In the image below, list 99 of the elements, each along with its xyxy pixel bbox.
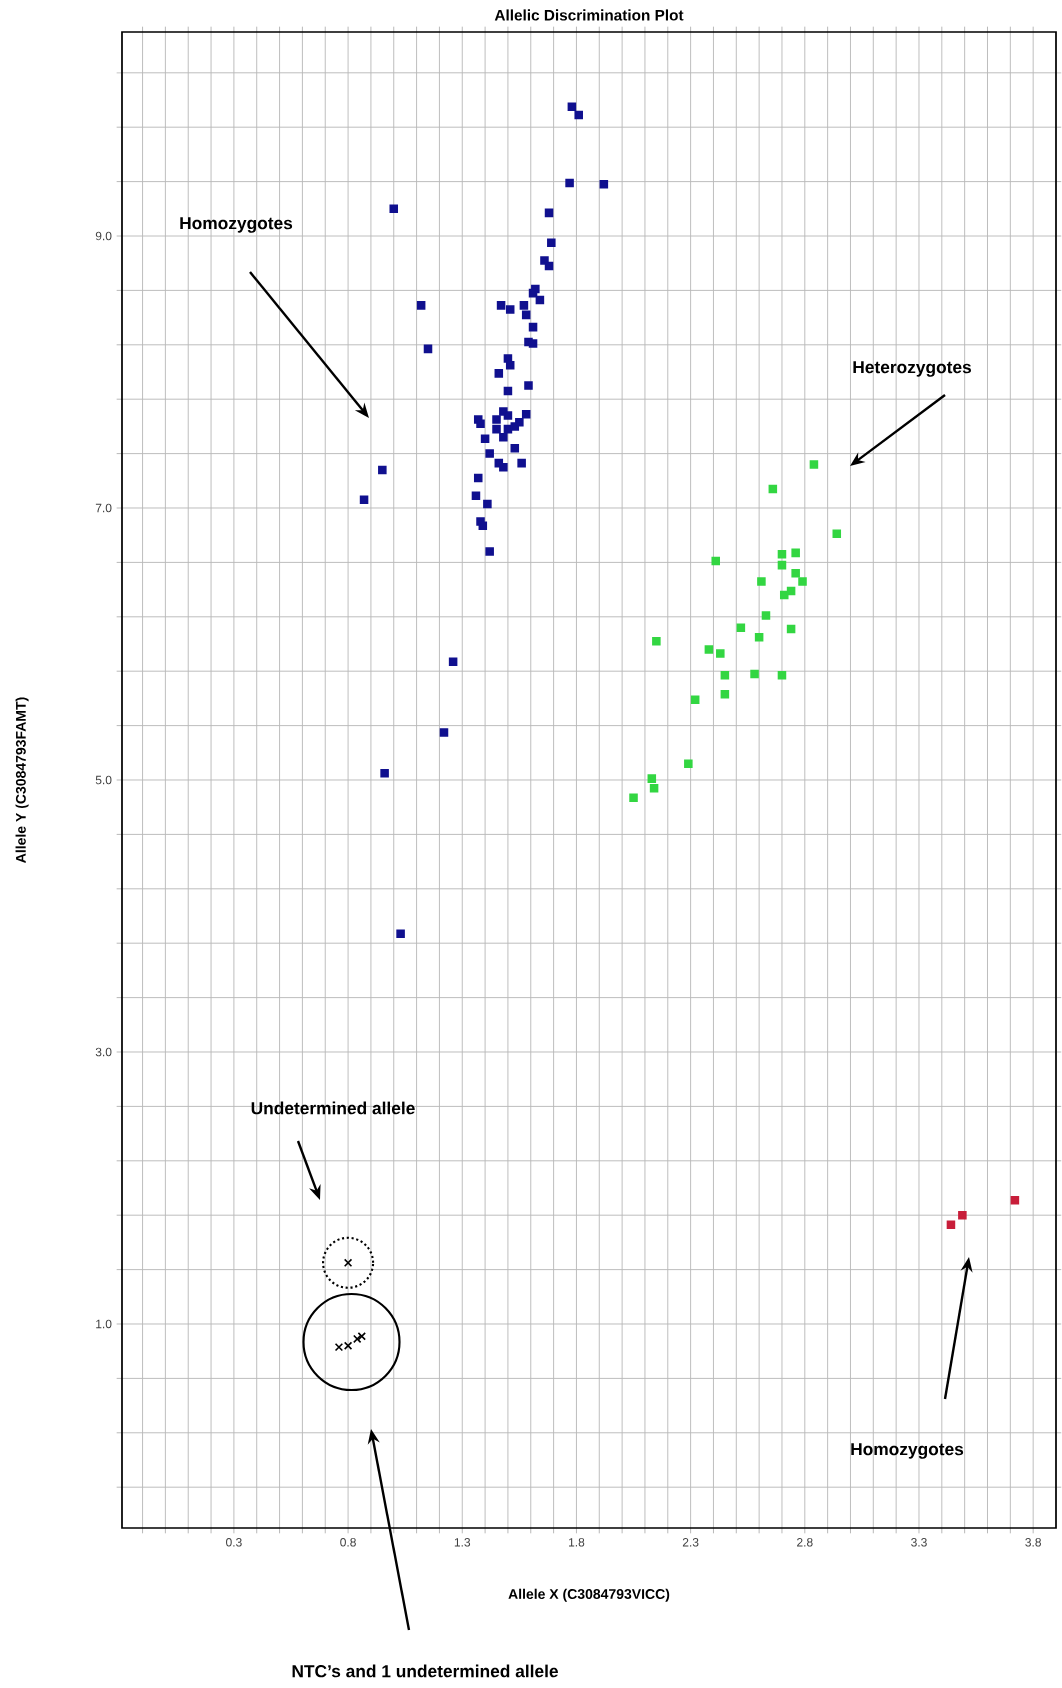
point	[565, 178, 574, 188]
point	[389, 204, 399, 214]
point	[471, 491, 481, 501]
annotation: Homozygotes	[180, 217, 293, 233]
point	[380, 768, 390, 778]
x-tick-label: 2.3	[683, 1538, 699, 1547]
point	[357, 1332, 367, 1341]
point	[791, 548, 801, 558]
point	[691, 695, 700, 705]
x-tick-label: 0.8	[340, 1538, 357, 1547]
point	[417, 301, 426, 310]
point	[449, 657, 458, 666]
point	[544, 261, 554, 271]
point	[716, 649, 725, 658]
point	[528, 339, 538, 348]
y-tick-label: 5.0	[95, 775, 112, 785]
point	[599, 180, 609, 189]
point	[522, 409, 531, 419]
point	[832, 529, 842, 539]
point	[946, 1220, 956, 1229]
point	[423, 344, 433, 354]
point	[567, 102, 577, 112]
point	[506, 305, 515, 314]
point	[522, 310, 531, 320]
point	[809, 460, 819, 469]
point	[322, 1236, 375, 1289]
point	[396, 929, 406, 938]
point	[485, 547, 495, 556]
point	[720, 690, 730, 699]
point	[439, 728, 449, 737]
point	[378, 465, 387, 475]
point	[780, 590, 789, 600]
x-tick-label: 3.8	[1025, 1538, 1042, 1547]
point	[492, 424, 501, 434]
point	[750, 669, 759, 679]
point	[652, 637, 661, 646]
point	[777, 549, 787, 559]
point	[649, 783, 659, 793]
point	[958, 1210, 967, 1220]
chart-title: Allelic Discrimination Plot	[494, 9, 684, 21]
point	[476, 419, 485, 428]
x-axis-title: Allele X (C3084793VICC)	[508, 1588, 670, 1602]
point	[503, 424, 513, 434]
point	[517, 458, 527, 468]
point	[510, 422, 520, 431]
point	[777, 671, 787, 680]
point	[768, 484, 778, 494]
point	[547, 238, 556, 248]
point	[480, 434, 490, 443]
x-tick-label: 3.3	[911, 1538, 927, 1547]
annotation: Homozygotes	[851, 1443, 964, 1459]
point	[777, 560, 787, 570]
point	[720, 671, 730, 680]
point	[359, 495, 369, 505]
point	[574, 110, 584, 120]
point	[524, 381, 533, 390]
point	[528, 288, 538, 298]
point	[506, 360, 515, 370]
point	[499, 462, 508, 472]
point	[492, 415, 501, 424]
x-tick-label: 1.3	[454, 1538, 471, 1547]
point	[786, 624, 796, 634]
point	[519, 301, 529, 310]
point	[1010, 1195, 1020, 1205]
y-tick-label: 7.0	[96, 503, 112, 513]
annotation: Heterozygotes	[853, 361, 972, 377]
point	[755, 632, 764, 642]
y-axis-title: Allele Y (C3084793FAMT)	[15, 697, 29, 863]
point	[736, 623, 746, 632]
point	[535, 295, 545, 305]
point	[503, 386, 513, 396]
point	[474, 473, 483, 483]
point	[478, 521, 488, 530]
y-tick-label: 9.0	[95, 231, 112, 241]
y-tick-label: 1.0	[96, 1319, 112, 1329]
annotation: Undetermined allele	[251, 1101, 415, 1115]
point	[496, 301, 506, 310]
point	[510, 443, 520, 453]
point	[704, 645, 714, 654]
point	[503, 411, 513, 420]
point	[798, 577, 807, 586]
point	[684, 759, 693, 768]
point	[647, 774, 657, 783]
point	[499, 433, 508, 442]
x-tick-label: 0.3	[226, 1538, 242, 1547]
point	[757, 577, 766, 586]
point	[629, 793, 638, 802]
point	[544, 208, 554, 218]
x-tick-label: 1.8	[569, 1538, 585, 1547]
point	[485, 449, 495, 458]
point	[711, 556, 721, 566]
x-tick-label: 2.8	[797, 1538, 813, 1547]
text: NTC’s and 1 undetermined allele	[292, 1664, 559, 1678]
point	[761, 611, 771, 620]
point	[483, 499, 492, 509]
point	[494, 369, 504, 378]
point	[791, 569, 801, 578]
y-tick-label: 3.0	[95, 1047, 112, 1057]
point	[528, 322, 538, 332]
